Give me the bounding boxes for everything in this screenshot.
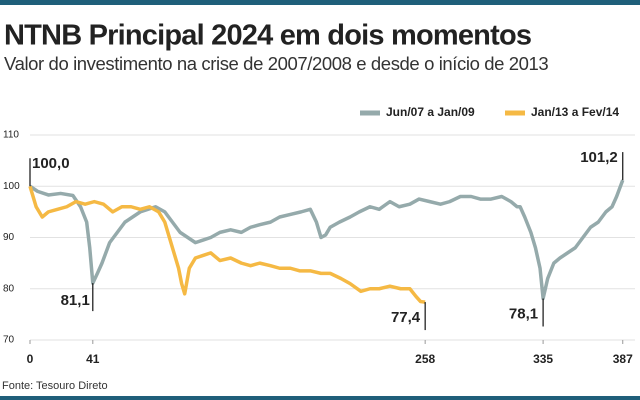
annotation-label: 100,0 (32, 155, 70, 172)
x-tick-label: 335 (533, 352, 553, 366)
legend-label: Jun/07 a Jan/09 (386, 105, 475, 119)
bottom-bar (0, 396, 640, 400)
series-line (29, 179, 625, 301)
y-tick-label: 80 (3, 283, 15, 294)
y-tick-label: 90 (3, 232, 15, 243)
annotation-label: 101,2 (580, 149, 618, 166)
annotation-label: 77,4 (391, 309, 421, 326)
x-tick-label: 258 (415, 352, 435, 366)
y-tick-label: 100 (3, 181, 20, 192)
legend-label: Jan/13 a Fev/14 (531, 105, 619, 119)
y-tick-label: 110 (3, 130, 19, 141)
source: Fonte: Tesouro Direto (2, 380, 108, 392)
annotation-label: 78,1 (509, 305, 538, 322)
annotation-label: 81,1 (61, 292, 90, 309)
chart-title: NTNB Principal 2024 em dois momentos (4, 20, 531, 52)
chart-subtitle: Valor do investimento na crise de 2007/2… (4, 53, 548, 74)
top-bar (0, 0, 640, 5)
x-tick-label: 41 (86, 352, 100, 366)
y-tick-label: 70 (3, 335, 15, 346)
x-tick-label: 387 (613, 352, 633, 366)
series-line (28, 185, 426, 304)
x-tick-label: 0 (27, 352, 34, 366)
